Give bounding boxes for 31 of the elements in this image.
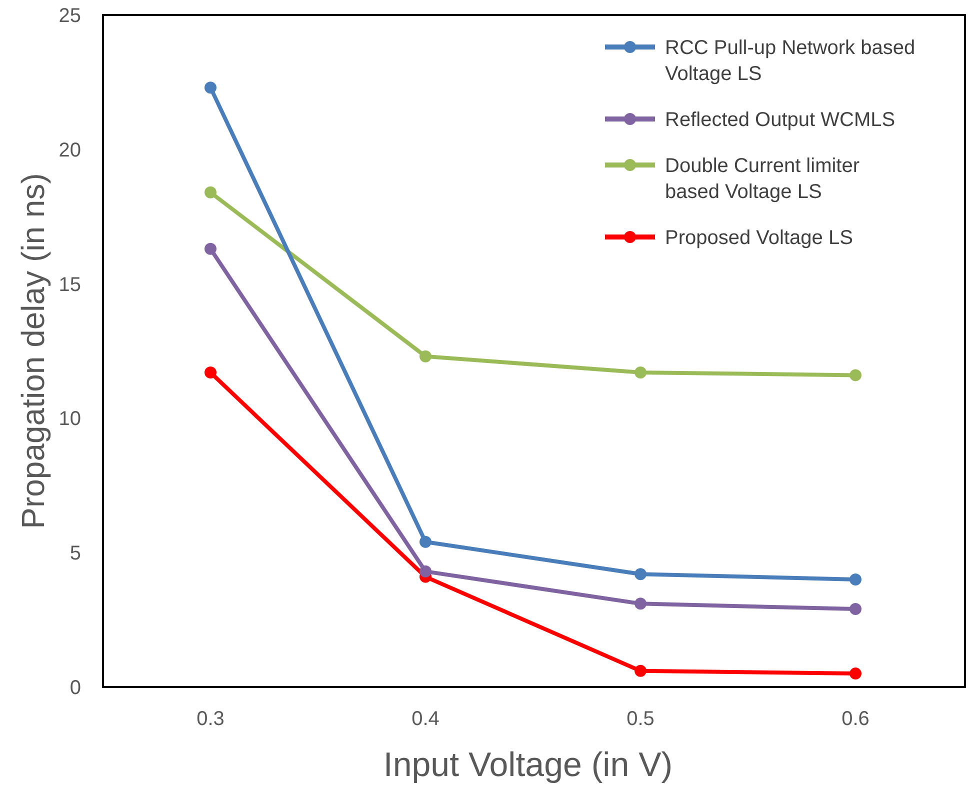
x-tick-label: 0.6 [842, 708, 870, 730]
point [634, 366, 646, 379]
x-tick-label: 0.5 [626, 708, 654, 730]
point [634, 664, 646, 677]
point [634, 598, 646, 610]
point [850, 603, 862, 616]
point [204, 366, 216, 379]
legend-label: Double Current limiter based Voltage LS [665, 155, 860, 203]
point [204, 186, 216, 198]
point [634, 568, 646, 580]
y-tick-label: 5 [70, 542, 81, 565]
point [850, 369, 862, 382]
point [420, 536, 432, 548]
x-axis-title: Input Voltage (in V) [383, 746, 673, 784]
point [850, 668, 862, 680]
y-tick-label: 25 [58, 5, 81, 27]
legend-label: Proposed Voltage LS [665, 227, 853, 249]
point [204, 242, 216, 255]
x-tick-label: 0.3 [196, 708, 224, 730]
point [420, 565, 432, 578]
y-axis-title: Propagation delay (in ns) [15, 173, 51, 529]
point [204, 82, 216, 94]
legend-label: RCC Pull-up Network based Voltage LS [665, 37, 916, 85]
point [420, 350, 432, 362]
x-tick-label: 0.4 [412, 708, 440, 730]
y-tick-label: 0 [70, 677, 81, 699]
y-tick-label: 20 [58, 139, 81, 162]
y-tick-label: 10 [58, 408, 81, 430]
y-tick-label: 15 [58, 274, 81, 296]
point [850, 573, 862, 586]
legend-label: Reflected Output WCMLS [665, 109, 896, 131]
